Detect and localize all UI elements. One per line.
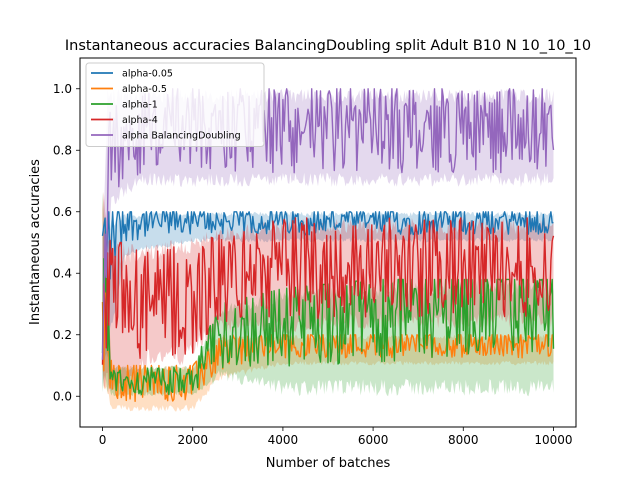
legend-label-alpha-1: alpha-1 [122, 100, 158, 111]
y-tick-label-1: 0.2 [53, 328, 72, 342]
line-alpha-4 [101, 217, 555, 365]
x-axis-label: Number of batches [266, 456, 391, 471]
y-tick-label-0: 0.0 [53, 389, 72, 403]
y-axis: 0.0 0.2 0.4 0.6 0.8 1.0 [53, 82, 80, 403]
x-tick-label-3: 6000 [358, 433, 389, 447]
legend-label-alpha-balancingdoubling: alpha BalancingDoubling [122, 131, 241, 142]
x-tick-label-1: 2000 [177, 433, 208, 447]
y-tick-label-5: 1.0 [53, 82, 72, 96]
y-tick-label-2: 0.4 [53, 266, 72, 280]
line-alpha-1 [101, 258, 555, 396]
x-tick-label-2: 4000 [268, 433, 299, 447]
legend: alpha-0.05 alpha-0.5 alpha-1 alpha-4 alpha B… [85, 62, 265, 147]
chart-title: Instantaneous accuracies BalancingDoubli… [65, 38, 591, 54]
y-tick-label-3: 0.6 [53, 205, 72, 219]
x-tick-label-0: 0 [99, 433, 107, 447]
legend-label-alpha-0-05: alpha-0.05 [122, 69, 173, 80]
plot-frame [79, 57, 577, 428]
y-axis-label: Instantaneous accuracies [28, 159, 43, 325]
x-tick-label-4: 8000 [448, 433, 479, 447]
y-tick-label-4: 0.8 [53, 143, 72, 157]
legend-box [85, 62, 265, 147]
legend-label-alpha-0-5: alpha-0.5 [122, 84, 167, 95]
legend-label-alpha-4: alpha-4 [122, 115, 158, 126]
x-tick-label-5: 10000 [534, 433, 572, 447]
x-axis: 0 2000 4000 6000 8000 10000 [99, 427, 573, 447]
line-alpha-0-05 [101, 211, 554, 280]
series-lines [101, 88, 555, 402]
